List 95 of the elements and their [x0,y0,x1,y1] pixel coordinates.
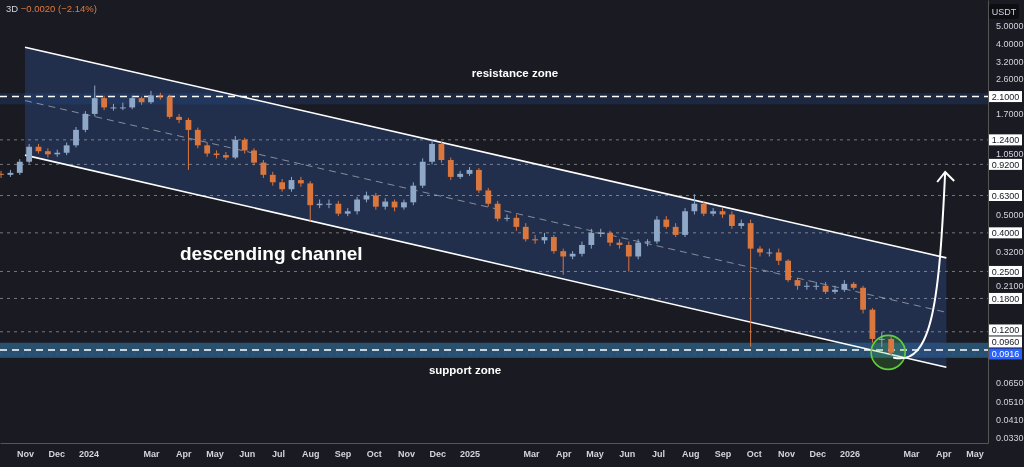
y-tick-label: 0.0330 [996,433,1024,444]
candlestick [625,240,632,272]
candlestick [447,157,454,181]
candlestick [785,258,792,283]
candlestick [654,215,660,245]
x-tick-label: Oct [366,449,382,460]
x-tick-label: May [586,449,604,460]
ref-line-label: 0.1800 [991,293,1020,304]
x-tick-label: Oct [746,449,762,460]
y-tick-label: 0.0650 [996,377,1024,388]
candlestick [232,135,239,160]
candlestick [194,127,201,149]
candlestick [588,228,595,250]
x-tick-label: Sep [714,449,732,460]
ref-line-label: 0.4000 [991,228,1020,239]
ref-line-label: 0.0916 [991,349,1020,360]
x-tick-label: 2025 [460,449,481,460]
y-tick-label: 0.0410 [996,415,1024,426]
ref-line-label: 1.2400 [991,135,1020,146]
x-tick-label: Aug [302,449,320,460]
candlestick [26,143,33,164]
candlestick [635,238,642,260]
x-tick-label: May [966,449,984,460]
candlestick [166,94,173,120]
x-tick-label: Nov [16,449,34,460]
y-tick-label: 0.2100 [996,281,1024,292]
candlestick [522,222,529,242]
candlestick [82,110,89,133]
candlestick [832,285,838,295]
x-tick-label: Dec [429,449,447,460]
candlestick [550,234,557,255]
candlestick [401,199,407,211]
x-tick-label: Aug [682,449,700,460]
y-tick-label: 0.3200 [996,246,1024,257]
x-tick-label: Mar [523,449,540,460]
y-tick-label: 1.0500 [996,148,1024,159]
x-tick-label: Mar [143,449,160,460]
candlestick [279,178,286,193]
x-tick-label: Mar [903,449,920,460]
candlestick [410,181,417,206]
x-tick-label: Jul [271,449,285,460]
ref-line-label: 0.2500 [991,266,1020,277]
x-tick-label: Dec [809,449,827,460]
candlestick [91,85,98,117]
y-tick-label: 0.0510 [996,397,1024,408]
candlestick [73,126,79,148]
x-tick-label: 2026 [840,449,861,460]
candlestick [532,234,539,245]
candlestick [326,199,332,209]
x-tick-label: Jun [239,449,256,460]
candlestick [878,331,885,348]
candlestick [682,207,688,238]
chart-title: 3D [6,3,21,14]
candlestick [494,200,501,222]
candlestick [176,113,182,124]
x-tick-label: Nov [398,449,416,460]
x-tick-label: May [206,449,224,460]
y-tick-label: 4.0000 [996,38,1024,49]
candlestick [860,285,866,314]
candlestick [223,151,229,161]
candlestick [307,180,314,222]
candlestick [504,213,510,222]
chart-subtitle: −0.0020 (−2.14%) [20,3,97,14]
y-tick-label: 3.2000 [996,57,1024,68]
x-tick-label: Dec [48,449,65,460]
y-tick-label: 2.6000 [996,74,1024,85]
ref-line-label: 0.1200 [991,325,1020,336]
band-label: support zone [428,363,502,376]
y-tick-label: 1.7000 [996,109,1024,120]
x-tick-label: Sep [334,449,352,460]
y-tick-label: 0.5000 [996,209,1024,220]
ref-line-label: 2.1000 [991,92,1020,103]
x-tick-label: Jun [619,449,636,460]
x-tick-label: Jul [651,449,665,460]
x-tick-label: Apr [175,449,192,460]
annotation: descending channel [180,243,363,264]
candlestick [148,90,154,105]
ref-line-label: 0.6300 [991,191,1020,201]
candlestick [888,334,895,356]
x-tick-label: 2024 [78,449,100,460]
x-tick-label: Apr [935,449,952,460]
band-label: resistance zone [471,67,559,80]
candlestick [419,157,426,189]
candlestick [429,139,435,165]
candlestick [485,187,492,208]
ref-line-label: 0.0960 [991,337,1020,348]
candlestick [560,248,567,276]
y-axis-title: USDT [991,7,1017,17]
x-tick-label: Apr [555,449,572,460]
candlestick [44,147,51,159]
x-tick-label: Nov [778,449,796,460]
candlestick [476,167,482,194]
y-tick-label: 5.0000 [996,20,1024,31]
ref-line-label: 0.9200 [991,159,1020,170]
candlestick [297,176,304,188]
